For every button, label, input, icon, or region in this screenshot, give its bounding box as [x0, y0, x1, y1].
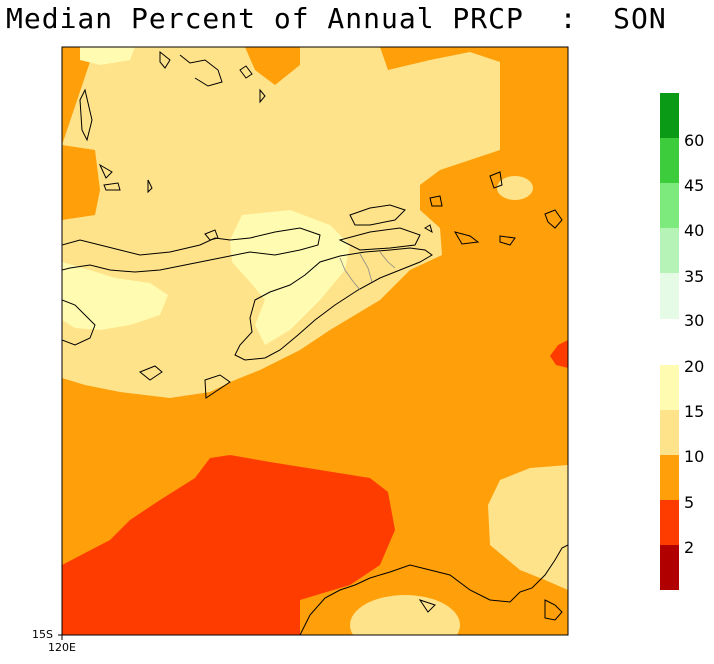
contour-yellow-se [488, 465, 568, 590]
colorbar-wet-swatch-4 [660, 273, 679, 319]
colorbar-wet-label-2: 40 [684, 221, 705, 240]
colorbar-dry-swatch-1 [660, 410, 679, 455]
colorbar-dry [660, 365, 679, 590]
colorbar-wet-label-1: 45 [684, 176, 705, 195]
colorbar-dry-swatch-4 [660, 545, 679, 590]
colorbar-wet-swatch-3 [660, 228, 679, 273]
map-area [62, 47, 568, 635]
colorbar-dry-swatch-3 [660, 500, 679, 545]
contour-orange-notch [245, 47, 300, 85]
contour-yellow-south [350, 595, 460, 635]
colorbar-dry-swatch-0 [660, 365, 679, 410]
coastlines [62, 50, 568, 635]
colorbar-wet-label-3: 35 [684, 267, 705, 286]
internal-boundaries [339, 251, 396, 291]
colorbar-dry-label-0: 20 [684, 357, 705, 376]
map-frame [61, 46, 569, 636]
contour-red-south [62, 455, 395, 635]
colorbar-dry-label-1: 15 [684, 402, 705, 421]
lat-label: 15S [32, 628, 53, 641]
colorbar-dry-label-3: 5 [684, 493, 695, 512]
colorbar-dry-label-2: 10 [684, 447, 705, 466]
contour-lightyellow-top [80, 47, 135, 65]
lon-label: 120E [48, 641, 76, 654]
colorbar-wet-swatch-2 [660, 183, 679, 228]
colorbar-wet-label-4: 30 [684, 311, 705, 330]
contour-yellow-ne [422, 97, 478, 147]
contour-yellow-ne2 [497, 176, 533, 200]
colorbar-wet-swatch-0 [660, 93, 679, 138]
contour-lightyellow-timor [230, 210, 350, 345]
contour-red-east [550, 340, 568, 368]
colorbar-wet [660, 93, 679, 319]
colorbar-wet-label-0: 60 [684, 131, 705, 150]
colorbar-wet-swatch-1 [660, 138, 679, 183]
colorbar-dry-label-4: 2 [684, 538, 695, 557]
colorbar-dry-swatch-2 [660, 455, 679, 500]
map-title: Median Percent of Annual PRCP : SON [6, 2, 667, 35]
contour-lightyellow-west [62, 262, 168, 330]
